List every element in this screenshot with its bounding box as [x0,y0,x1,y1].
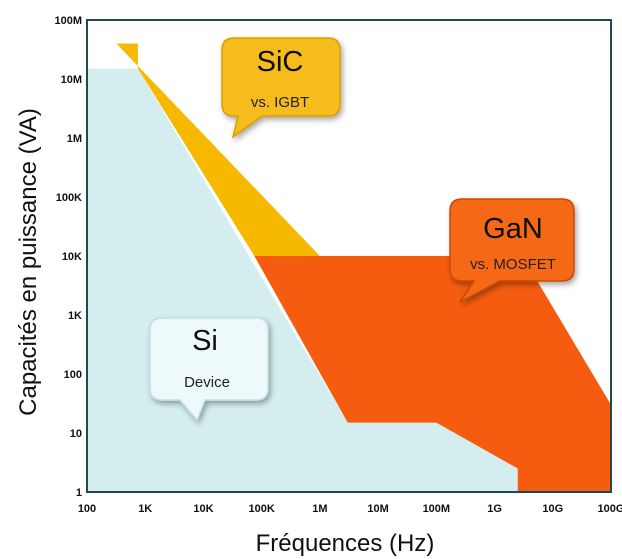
x-tick-label: 1G [487,503,502,515]
si-callout: Si Device [149,317,269,422]
x-tick-label: 100G [598,503,622,515]
si-callout-title: Si [192,325,218,357]
y-tick-label: 10 [70,428,82,440]
x-tick-label: 10K [193,503,213,515]
y-tick-label: 10M [61,74,82,86]
x-axis-ticks: 100 1K 10K 100K 1M 10M 100M 1G 10G 100G [78,503,622,515]
sic-callout-title: SiC [257,46,304,78]
gan-callout-title: GaN [483,213,543,245]
si-callout-bubble [149,317,269,422]
sic-callout: SiC vs. IGBT [221,37,341,139]
x-tick-label: 100 [78,503,96,515]
gan-region [254,256,611,492]
y-tick-label: 100K [56,192,82,204]
x-tick-label: 100K [249,503,275,515]
si-callout-subtitle: Device [184,374,230,391]
y-tick-label: 1M [67,133,82,145]
y-tick-label: 10K [62,251,82,263]
x-tick-label: 10M [367,503,388,515]
x-tick-label: 1M [312,503,327,515]
x-axis-title: Fréquences (Hz) [256,530,435,557]
y-axis-ticks: 1 10 100 1K 10K 100K 1M 10M 100M [54,15,82,499]
x-tick-label: 100M [423,503,451,515]
sic-region [116,43,320,256]
gan-callout: GaN vs. MOSFET [449,198,575,303]
y-axis-title: Capacités en puissance (VA) [15,108,42,416]
x-tick-label: 1K [138,503,152,515]
sic-callout-bubble [221,37,341,139]
y-tick-label: 1K [68,310,82,322]
gan-callout-bubble [449,198,575,303]
plot-frame [86,19,612,493]
y-tick-label: 1 [76,487,82,499]
y-tick-label: 100 [64,369,82,381]
callouts: Si Device SiC vs. IGBT GaN vs. MOSFET [149,37,575,422]
x-tick-label: 10G [542,503,563,515]
y-tick-label: 100M [54,15,82,27]
gan-callout-subtitle: vs. MOSFET [470,256,556,273]
sic-callout-subtitle: vs. IGBT [251,94,309,111]
